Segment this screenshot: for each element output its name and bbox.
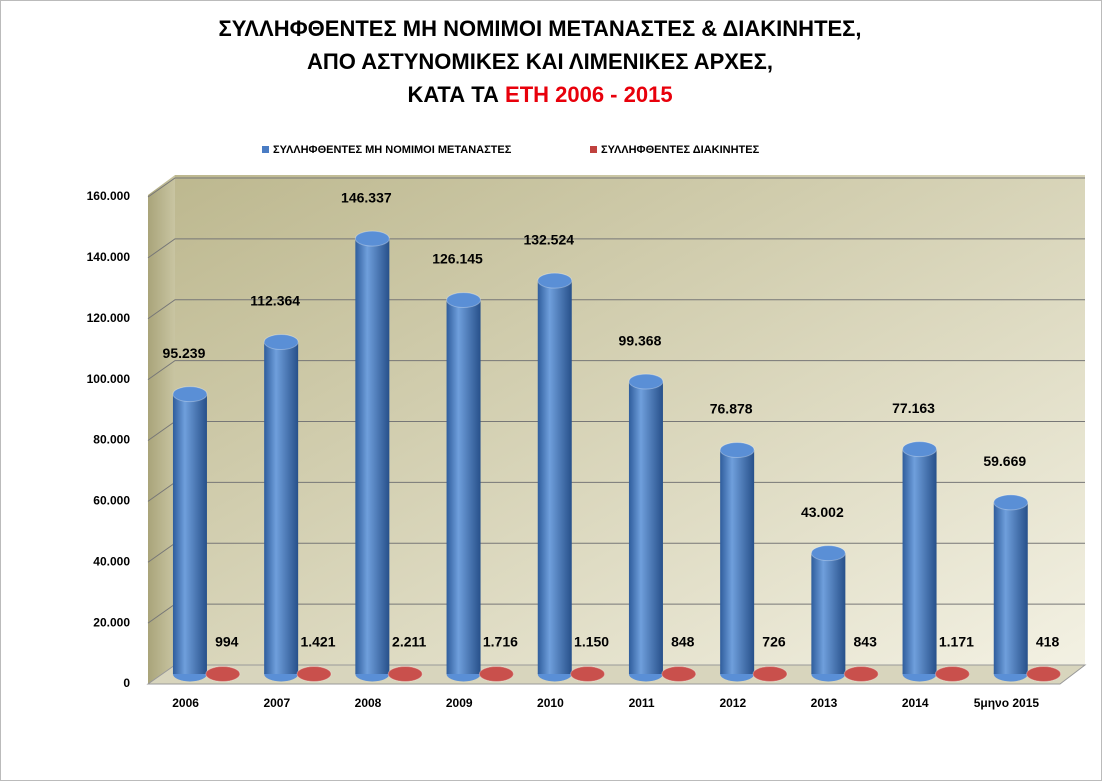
chart-title: ΚΑΤΑ ΤΑ ΕΤΗ 2006 - 2015	[407, 82, 672, 107]
bar-cap	[296, 666, 332, 682]
bar	[902, 449, 937, 674]
bar	[993, 502, 1028, 674]
bar-cap	[1026, 666, 1062, 682]
bar-cap	[843, 666, 879, 682]
bar	[628, 381, 663, 674]
bar-cap	[628, 373, 664, 390]
bar-cap	[537, 272, 573, 289]
data-label: 59.669	[983, 453, 1026, 469]
legend-swatch	[590, 146, 597, 153]
side-wall	[148, 175, 175, 684]
data-label: 77.163	[892, 400, 935, 416]
bar-cap	[354, 230, 390, 247]
y-tick-label: 20.000	[93, 615, 130, 629]
bar	[720, 450, 755, 674]
x-tick-label: 2006	[172, 696, 199, 710]
data-label: 76.878	[710, 401, 753, 417]
bar-cap	[993, 494, 1029, 511]
bar-cap	[661, 666, 697, 682]
bar-cap	[205, 666, 241, 682]
data-label: 1.150	[574, 634, 609, 650]
x-tick-label: 2014	[902, 696, 929, 710]
data-label: 418	[1036, 634, 1060, 650]
data-label: 1.421	[300, 634, 335, 650]
data-label: 95.239	[163, 345, 206, 361]
bar-cap	[719, 442, 755, 458]
bar-cap	[263, 334, 299, 350]
chart-title-highlight: ΕΤΗ 2006 - 2015	[505, 82, 673, 107]
data-label: 126.145	[432, 251, 483, 267]
bar	[172, 394, 207, 674]
x-tick-label: 2010	[537, 696, 564, 710]
y-tick-label: 60.000	[93, 494, 130, 508]
data-label: 2.211	[392, 634, 426, 650]
data-label: 112.364	[250, 293, 300, 309]
data-label: 99.368	[619, 332, 662, 348]
data-label: 726	[762, 634, 786, 650]
bar	[355, 238, 390, 674]
bar	[446, 300, 481, 674]
chart-title: ΑΠΟ ΑΣΤΥΝΟΜΙΚΕΣ ΚΑΙ ΛΙΜΕΝΙΚΕΣ ΑΡΧΕΣ,	[307, 49, 773, 74]
bar-cap	[446, 292, 482, 309]
y-tick-label: 80.000	[93, 433, 130, 447]
y-tick-label: 120.000	[87, 311, 131, 325]
y-tick-label: 140.000	[87, 250, 131, 264]
bar-cap	[478, 666, 514, 682]
x-tick-label: 2013	[811, 696, 838, 710]
bar-cap	[752, 666, 788, 682]
bar-cap	[172, 386, 208, 403]
grid-line	[147, 238, 1085, 259]
bar	[811, 553, 846, 674]
bar-cap	[570, 666, 606, 682]
y-tick-label: 40.000	[93, 554, 130, 568]
data-label: 146.337	[341, 189, 392, 205]
grid-line	[147, 177, 1085, 198]
grid-line	[147, 299, 1085, 320]
data-label: 132.524	[523, 231, 574, 247]
legend-label: ΣΥΛΛΗΦΘΕΝΤΕΣ ΜΗ ΝΟΜΙΜΟΙ ΜΕΤΑΝΑΣΤΕΣ	[273, 144, 512, 156]
bar	[537, 280, 572, 674]
x-tick-label: 2008	[355, 696, 382, 710]
data-label: 843	[854, 634, 878, 650]
x-tick-label: 2009	[446, 696, 473, 710]
chart-title-part: ΚΑΤΑ ΤΑ	[407, 82, 499, 107]
y-tick-label: 0	[123, 676, 130, 690]
data-label: 43.002	[801, 504, 844, 520]
plot: 0 20.000 40.000 60.000 80.000 100.000 120.000 1…	[87, 144, 1085, 710]
data-label: 994	[215, 634, 239, 650]
bar	[264, 341, 299, 674]
legend-label: ΣΥΛΛΗΦΘΕΝΤΕΣ ΔΙΑΚΙΝΗΤΕΣ	[601, 144, 760, 156]
legend-swatch	[262, 146, 269, 153]
x-tick-label: 2007	[263, 696, 290, 710]
grid-line	[147, 360, 1085, 381]
bar-cap	[934, 666, 970, 682]
x-tick-label: 5μηνο 2015	[974, 696, 1040, 710]
data-label: 1.171	[939, 634, 974, 650]
x-tick-label: 2011	[629, 696, 655, 710]
data-label: 848	[671, 634, 695, 650]
bar-cap	[810, 545, 846, 562]
data-label: 1.716	[483, 634, 518, 650]
bar-cap	[902, 441, 938, 458]
x-tick-label: 2012	[719, 696, 746, 710]
chart-title: ΣΥΛΛΗΦΘΕΝΤΕΣ ΜΗ ΝΟΜΙΜΟΙ ΜΕΤΑΝΑΣΤΕΣ & ΔΙΑ…	[219, 16, 862, 41]
bar-cap	[387, 666, 423, 682]
y-tick-label: 100.000	[87, 372, 131, 386]
y-tick-label: 160.000	[87, 189, 131, 203]
